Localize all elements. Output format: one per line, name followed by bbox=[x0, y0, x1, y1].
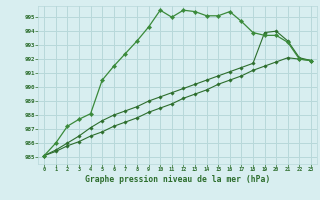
X-axis label: Graphe pression niveau de la mer (hPa): Graphe pression niveau de la mer (hPa) bbox=[85, 175, 270, 184]
